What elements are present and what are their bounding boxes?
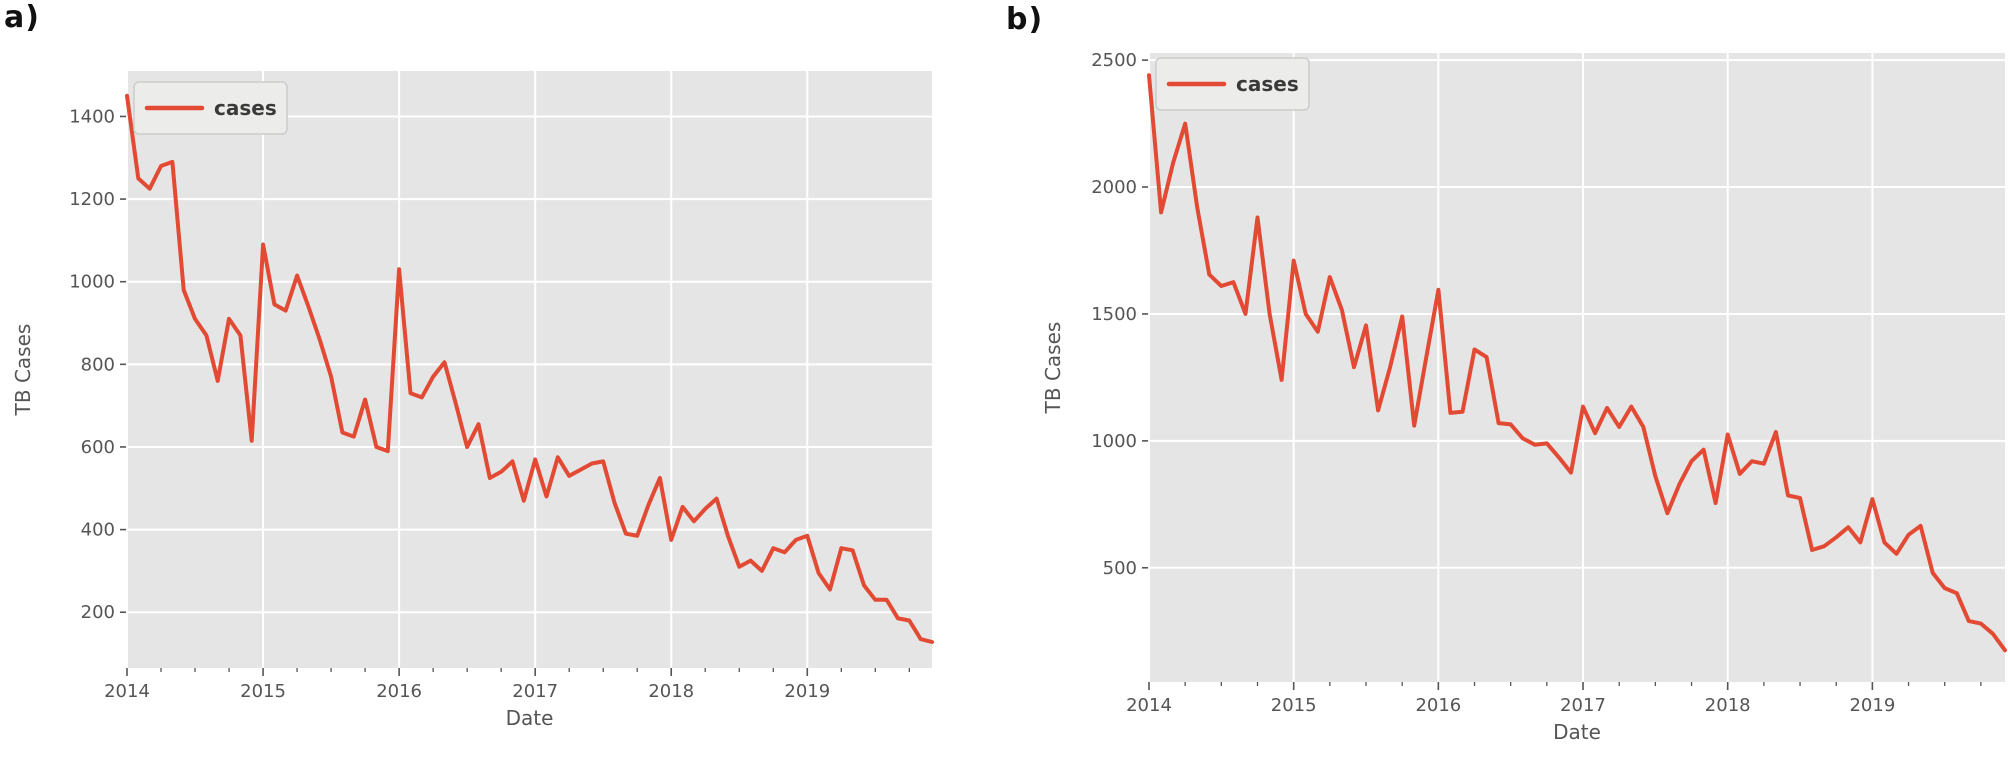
y-tick-label: 1400 [69, 106, 115, 127]
x-tick-label: 2017 [1560, 695, 1606, 716]
plot-area [1149, 53, 2005, 682]
panel-label-a: a) [4, 0, 40, 35]
x-tick-label: 2017 [512, 681, 558, 702]
x-tick-label: 2019 [1849, 695, 1895, 716]
plot-area [127, 71, 932, 668]
y-axis-label: TB Cases [1041, 322, 1065, 415]
y-tick-label: 2000 [1091, 177, 1137, 198]
panel-label-b: b) [1006, 2, 1044, 37]
x-tick-label: 2015 [240, 681, 286, 702]
legend: cases [133, 81, 288, 135]
y-tick-label: 1200 [69, 189, 115, 210]
chart-b: 500 1000 1500 2000 2500 2014 2015 2016 2017 2018 2… [1041, 50, 2007, 744]
legend-box [133, 81, 288, 135]
y-tick-label: 2500 [1091, 50, 1137, 71]
y-tick-label: 1000 [1091, 431, 1137, 452]
x-tick-label: 2019 [784, 681, 830, 702]
series-line-cases [1147, 73, 2007, 653]
x-axis-label: Date [506, 706, 554, 730]
x-tick-label: 2016 [1415, 695, 1461, 716]
y-tick-label: 200 [81, 602, 115, 623]
y-tick-label: 800 [81, 354, 115, 375]
legend: cases [1155, 57, 1310, 111]
y-tick-label: 1500 [1091, 304, 1137, 325]
x-tick-label: 2014 [1126, 695, 1172, 716]
x-tick-label: 2014 [104, 681, 150, 702]
y-tick-label: 600 [81, 437, 115, 458]
chart-a: 200 400 600 800 1000 1200 1400 2014 2015 2016 2017… [11, 71, 934, 730]
x-tick-label: 2018 [1705, 695, 1751, 716]
y-axis-label: TB Cases [11, 324, 35, 417]
x-tick-label: 2015 [1271, 695, 1317, 716]
legend-label: cases [1236, 72, 1299, 96]
legend-label: cases [214, 96, 277, 120]
y-tick-label: 400 [81, 520, 115, 541]
x-tick-label: 2018 [648, 681, 694, 702]
y-tick-label: 500 [1103, 558, 1137, 579]
legend-box [1155, 57, 1310, 111]
series-line-cases [125, 93, 934, 644]
y-tick-label: 1000 [69, 272, 115, 293]
x-axis-label: Date [1553, 720, 1601, 744]
x-tick-label: 2016 [376, 681, 422, 702]
